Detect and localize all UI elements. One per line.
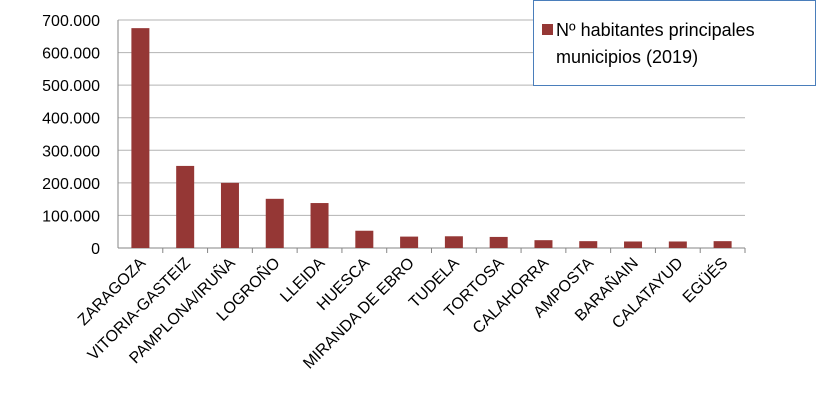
bar xyxy=(220,182,239,248)
y-tick-label: 0 xyxy=(91,241,100,258)
y-tick-label: 600.000 xyxy=(42,46,100,63)
bar xyxy=(355,230,374,248)
bar xyxy=(310,203,329,248)
bar xyxy=(624,241,643,248)
y-tick-label: 400.000 xyxy=(42,111,100,128)
legend: Nº habitantes principales municipios (20… xyxy=(533,0,816,86)
y-tick-label: 300.000 xyxy=(42,143,100,160)
bar xyxy=(131,28,150,249)
y-tick-label: 100.000 xyxy=(42,208,100,225)
bar xyxy=(265,198,284,248)
bar xyxy=(489,236,508,248)
y-tick-label: 200.000 xyxy=(42,176,100,193)
bar xyxy=(668,241,687,248)
y-tick-label: 700.000 xyxy=(42,13,100,30)
bar xyxy=(444,236,463,248)
legend-swatch xyxy=(542,24,553,35)
bar xyxy=(713,241,732,248)
legend-label: Nº habitantes principales municipios (20… xyxy=(556,20,755,67)
bar xyxy=(534,240,553,248)
bar xyxy=(579,241,598,248)
bar xyxy=(176,165,195,248)
bar xyxy=(400,236,419,248)
y-tick-label: 500.000 xyxy=(42,78,100,95)
x-tick-label: EGÜÉS xyxy=(678,253,731,306)
